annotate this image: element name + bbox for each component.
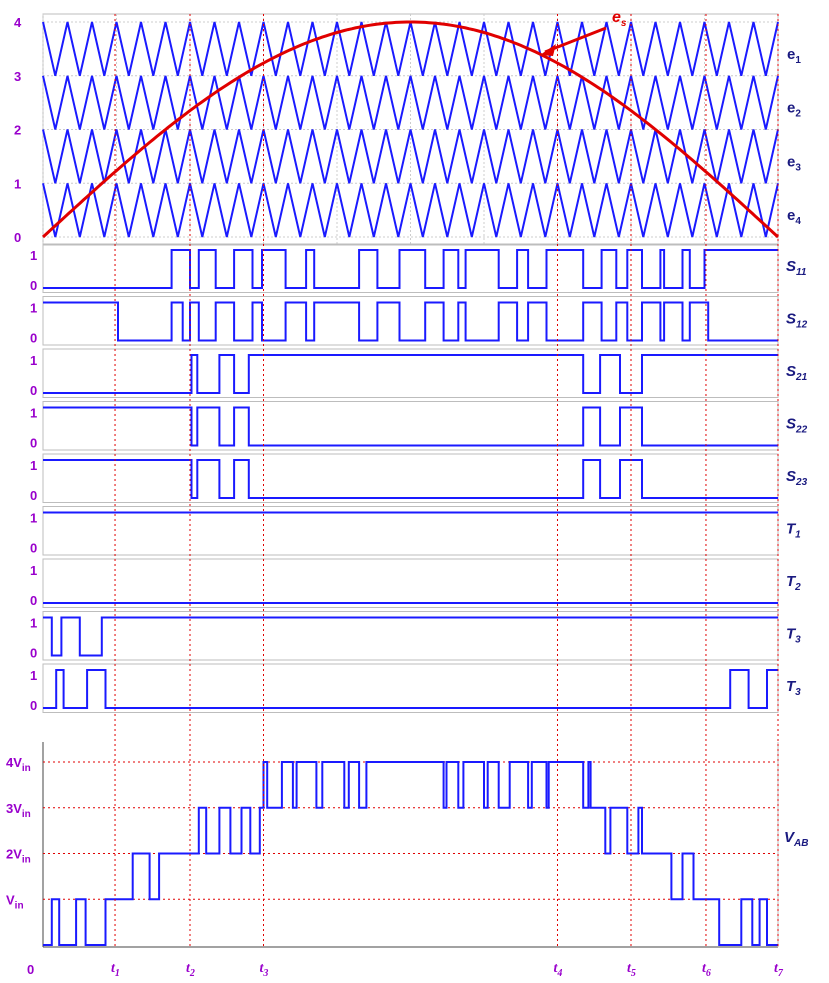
switch-y-tick-label: 0	[30, 541, 37, 556]
switch-signal-S12-1	[43, 301, 778, 342]
labels-layer: 01234e1e2e3e4es10S1110S1210S2110S2210S23…	[6, 9, 808, 979]
time-marker-label-t4: t4	[554, 961, 563, 979]
signals-layer	[41, 20, 780, 946]
switch-y-tick-label: 0	[30, 331, 37, 346]
switch-signal-S23-4	[43, 459, 778, 499]
switch-label-T1: T1	[786, 521, 801, 541]
switch-y-tick-label: 1	[30, 458, 37, 473]
voltage-label-vab: VAB	[784, 829, 808, 849]
voltage-y-tick-label: Vin	[6, 892, 24, 911]
switch-y-tick-label: 0	[30, 278, 37, 293]
switch-label-S23: S23	[786, 468, 808, 488]
time-marker-label-t5: t5	[627, 961, 636, 979]
carrier-wave-e4	[42, 183, 779, 238]
switch-signal-T3-8	[43, 669, 778, 709]
switch-label-T3: T3	[786, 678, 801, 698]
carrier-y-tick-label: 1	[14, 176, 21, 191]
time-marker-label-t7: t7	[774, 961, 784, 979]
carrier-y-tick-label: 4	[14, 15, 22, 30]
switch-y-tick-label: 0	[30, 593, 37, 608]
reference-pointer-arrowhead	[540, 44, 556, 56]
time-marker-label-t2: t2	[186, 961, 195, 979]
reference-wave-es	[41, 20, 780, 239]
switch-y-tick-label: 0	[30, 383, 37, 398]
time-marker-label-t1: t1	[111, 961, 120, 979]
carrier-label-e3: e3	[787, 153, 801, 173]
switch-label-T2: T2	[786, 573, 801, 593]
switch-y-tick-label: 1	[30, 406, 37, 421]
output-voltage-vab	[43, 761, 778, 946]
switch-label-T3: T3	[786, 626, 801, 646]
reference-pointer-arrow	[544, 26, 607, 54]
switch-panel-frame	[42, 506, 779, 556]
switch-panel-frame	[42, 348, 779, 398]
switch-label-S11: S11	[786, 258, 807, 278]
time-marker-label-t3: t3	[260, 961, 269, 979]
switch-panel-frame	[42, 558, 779, 608]
carrier-wave-e2	[42, 75, 779, 130]
switch-y-tick-label: 1	[30, 616, 37, 631]
voltage-y-tick-label: 0	[27, 962, 34, 977]
switch-panel-frame	[42, 663, 779, 713]
reference-label-es: es	[612, 9, 627, 29]
switch-panel-frame	[42, 401, 779, 451]
switch-label-S22: S22	[786, 416, 808, 436]
switch-signal-S22-3	[43, 406, 778, 447]
carrier-label-e2: e2	[787, 100, 801, 120]
voltage-y-tick-label: 2Vin	[6, 847, 31, 866]
carrier-y-tick-label: 3	[14, 69, 21, 84]
switch-signal-S11-0	[43, 249, 778, 289]
switch-panel-frame	[42, 453, 779, 503]
carrier-y-tick-label: 0	[14, 230, 21, 245]
switch-panel-frame	[42, 243, 779, 293]
switch-y-tick-label: 1	[30, 248, 37, 263]
switch-panel-frame	[42, 611, 779, 661]
switch-y-tick-label: 1	[30, 301, 37, 316]
switch-panel-frame	[42, 296, 779, 346]
carrier-label-e1: e1	[787, 46, 801, 66]
switch-signal-S21-2	[43, 354, 778, 394]
switch-y-tick-label: 1	[30, 511, 37, 526]
voltage-y-tick-label: 3Vin	[6, 801, 31, 820]
switch-y-tick-label: 1	[30, 353, 37, 368]
carrier-label-e4: e4	[787, 207, 801, 227]
switch-label-S12: S12	[786, 311, 808, 331]
switch-y-tick-label: 0	[30, 488, 37, 503]
grid-layer	[42, 13, 779, 948]
time-marker-label-t6: t6	[702, 961, 711, 979]
switch-signal-T3-7	[43, 616, 778, 657]
time-marker-layer	[114, 14, 779, 947]
switch-y-tick-label: 0	[30, 646, 37, 661]
switch-y-tick-label: 0	[30, 436, 37, 451]
voltage-y-tick-label: 4Vin	[6, 755, 31, 774]
switch-y-tick-label: 0	[30, 698, 37, 713]
switch-y-tick-label: 1	[30, 563, 37, 578]
carrier-y-tick-label: 2	[14, 123, 21, 138]
switch-label-S21: S21	[786, 363, 808, 383]
switch-y-tick-label: 1	[30, 668, 37, 683]
